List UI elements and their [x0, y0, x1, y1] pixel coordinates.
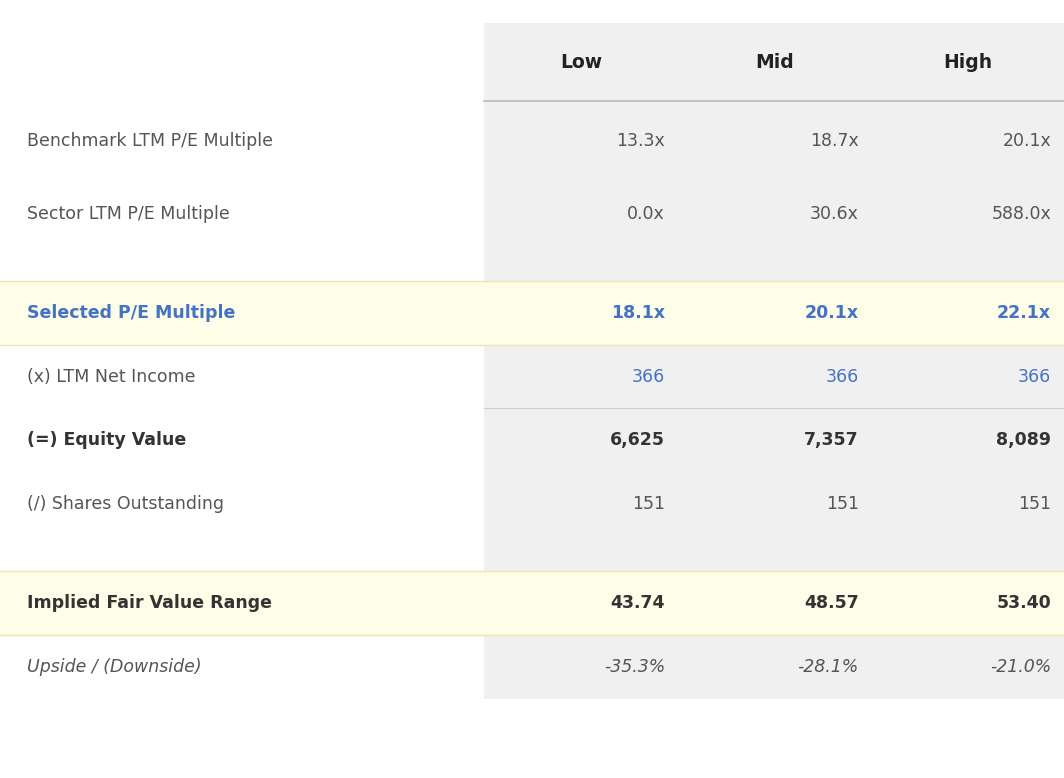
Text: 22.1x: 22.1x — [997, 303, 1051, 322]
Bar — [0, 281, 1064, 345]
Text: Implied Fair Value Range: Implied Fair Value Range — [27, 594, 271, 612]
Bar — [678, 23, 871, 699]
Text: 0.0x: 0.0x — [628, 205, 665, 223]
Text: Low: Low — [560, 53, 602, 72]
Text: Benchmark LTM P/E Multiple: Benchmark LTM P/E Multiple — [27, 131, 272, 150]
Bar — [0, 571, 1064, 635]
Text: Selected P/E Multiple: Selected P/E Multiple — [27, 303, 235, 322]
Text: 48.57: 48.57 — [804, 594, 859, 612]
Text: 18.1x: 18.1x — [611, 303, 665, 322]
Text: 13.3x: 13.3x — [616, 131, 665, 150]
Text: -28.1%: -28.1% — [797, 657, 859, 676]
Text: (x) LTM Net Income: (x) LTM Net Income — [27, 367, 195, 386]
Text: 30.6x: 30.6x — [810, 205, 859, 223]
Text: 151: 151 — [826, 495, 859, 513]
Text: 588.0x: 588.0x — [992, 205, 1051, 223]
Text: 366: 366 — [826, 367, 859, 386]
Text: Sector LTM P/E Multiple: Sector LTM P/E Multiple — [27, 205, 230, 223]
Text: 7,357: 7,357 — [804, 431, 859, 450]
Text: 43.74: 43.74 — [611, 594, 665, 612]
Bar — [871, 23, 1064, 699]
Text: 151: 151 — [632, 495, 665, 513]
Text: High: High — [943, 53, 993, 72]
Text: (/) Shares Outstanding: (/) Shares Outstanding — [27, 495, 223, 513]
Text: 151: 151 — [1018, 495, 1051, 513]
Text: (=) Equity Value: (=) Equity Value — [27, 431, 186, 450]
Text: 366: 366 — [1018, 367, 1051, 386]
Text: 20.1x: 20.1x — [1002, 131, 1051, 150]
Text: 6,625: 6,625 — [610, 431, 665, 450]
Text: 20.1x: 20.1x — [804, 303, 859, 322]
Text: -21.0%: -21.0% — [990, 657, 1051, 676]
Text: -35.3%: -35.3% — [603, 657, 665, 676]
Bar — [484, 23, 678, 699]
Text: 366: 366 — [632, 367, 665, 386]
Text: 53.40: 53.40 — [997, 594, 1051, 612]
Text: 8,089: 8,089 — [996, 431, 1051, 450]
Text: 18.7x: 18.7x — [810, 131, 859, 150]
Text: Mid: Mid — [755, 53, 794, 72]
Text: Upside / (Downside): Upside / (Downside) — [27, 657, 201, 676]
